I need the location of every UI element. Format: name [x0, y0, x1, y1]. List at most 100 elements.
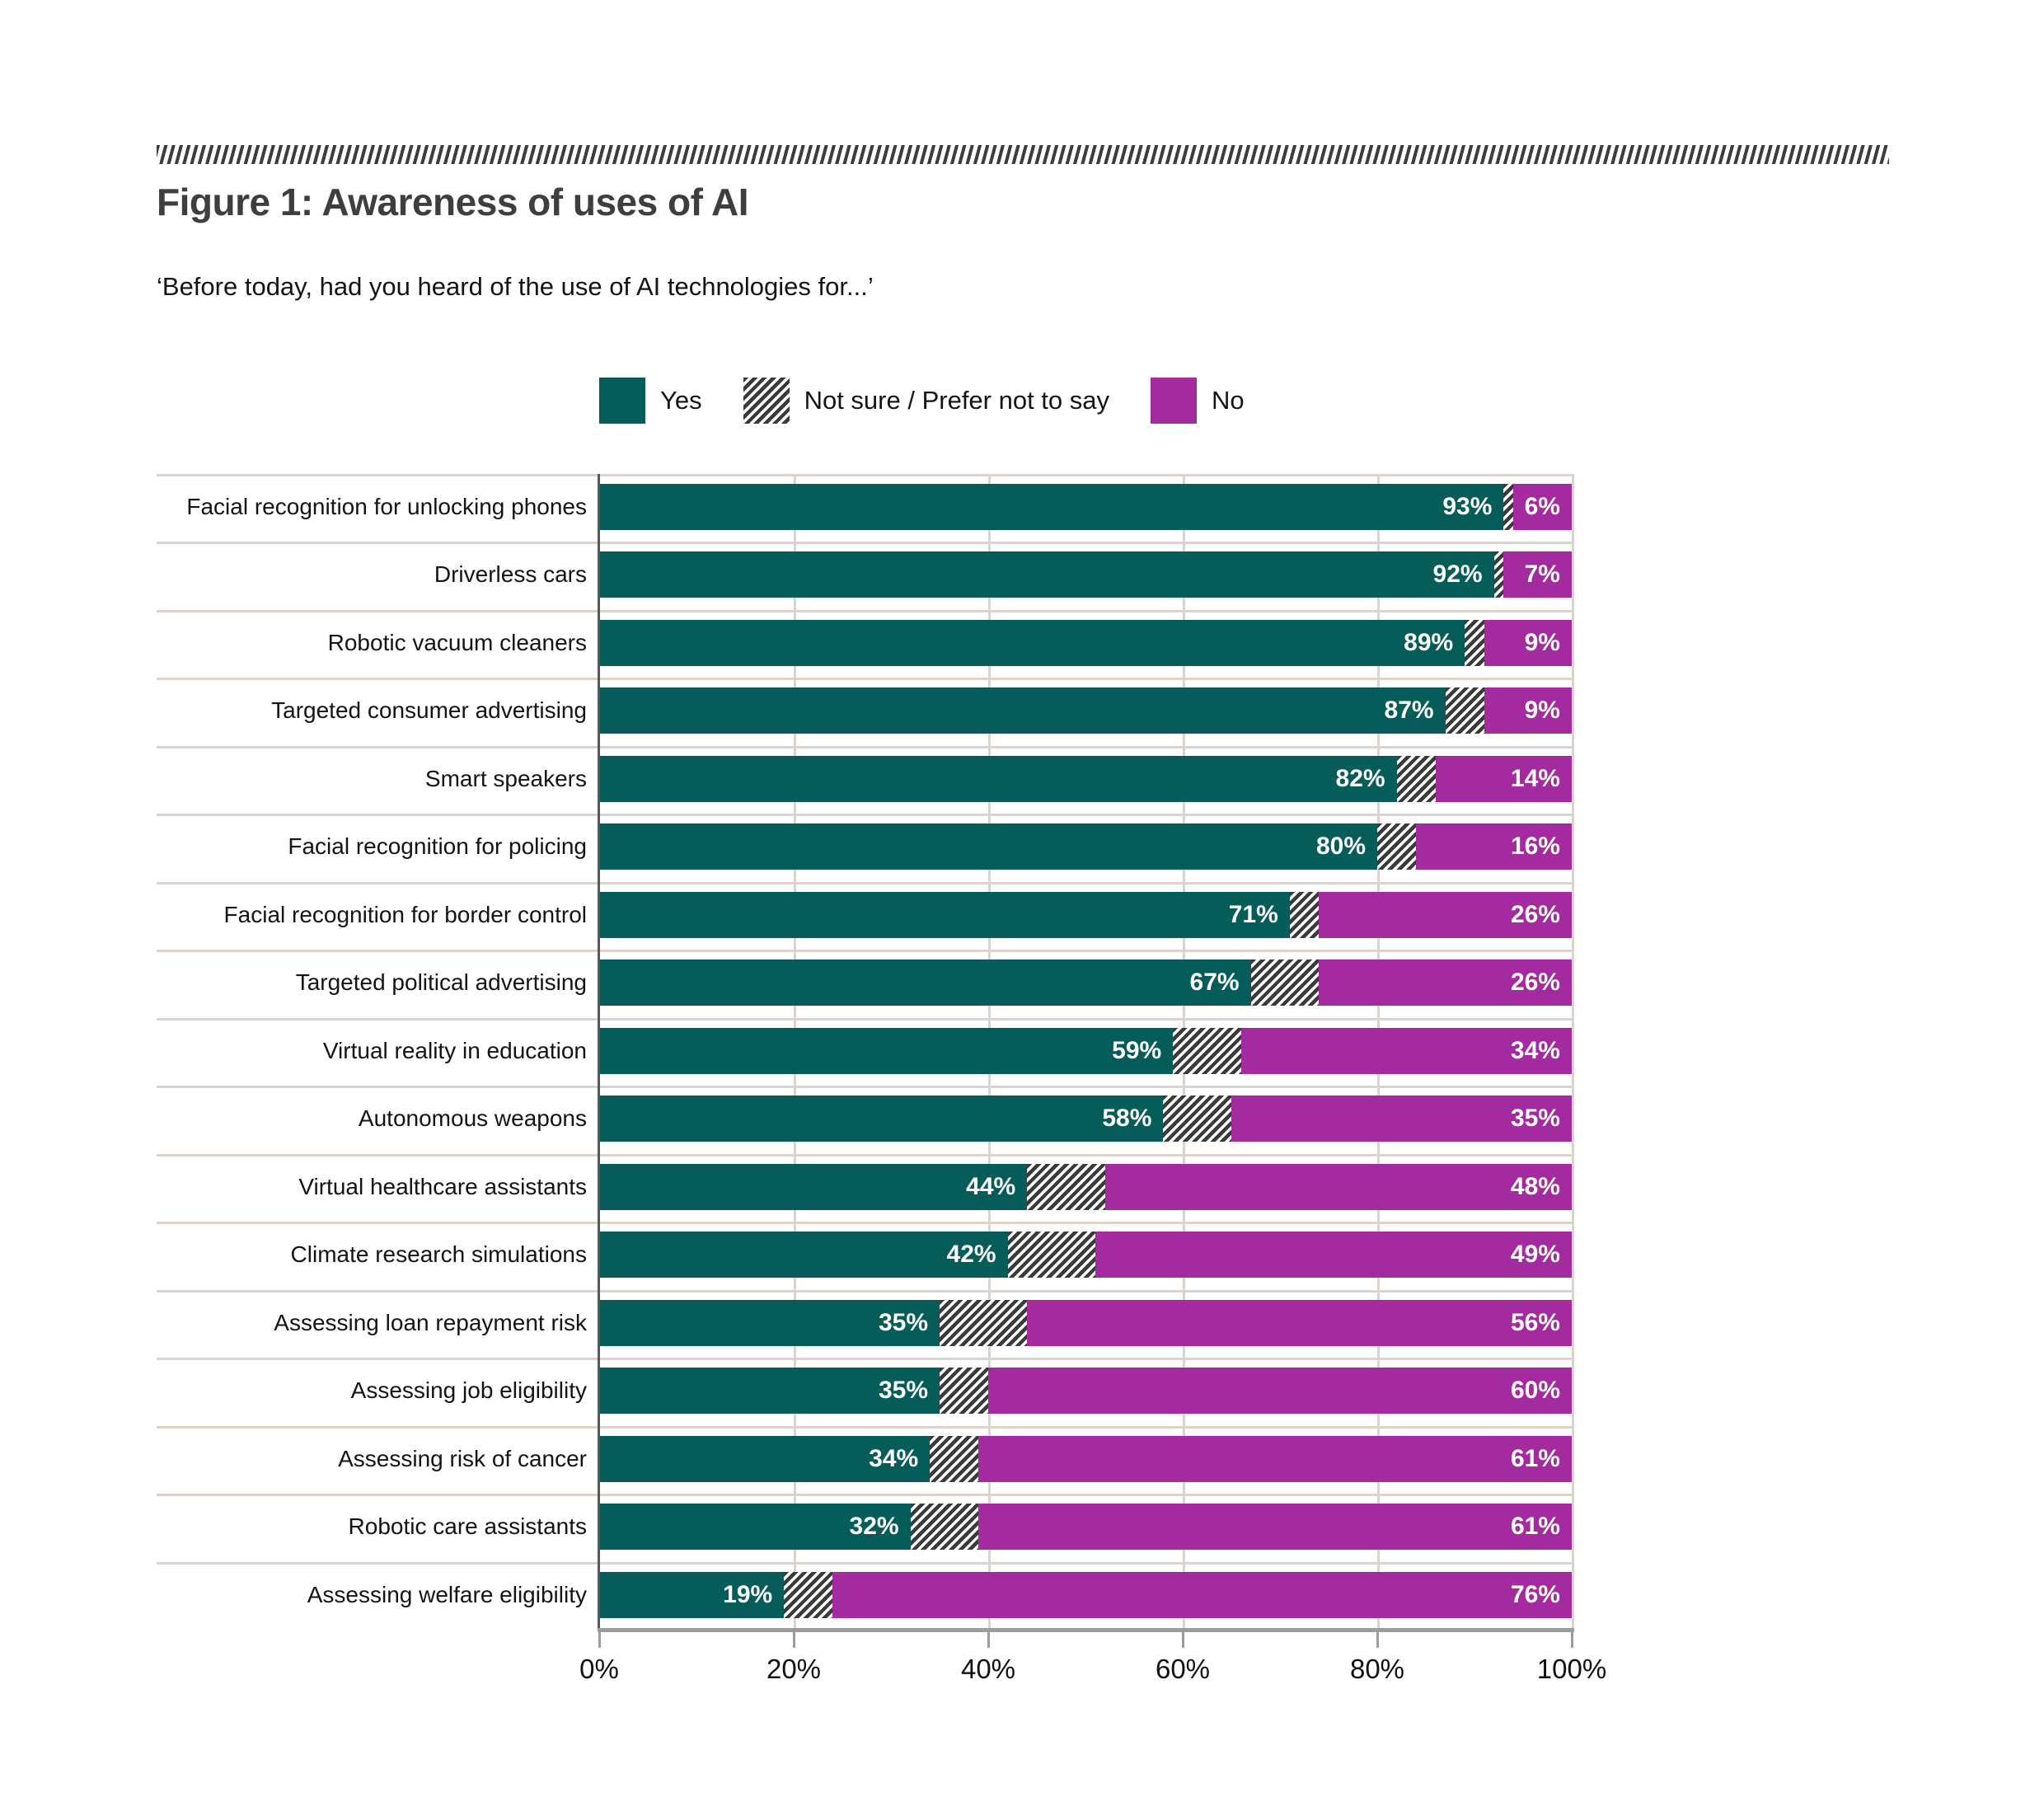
row-label: Robotic care assistants: [348, 1513, 587, 1539]
yes-bar-segment: 67%: [599, 959, 1251, 1006]
yes-value-label: 80%: [1315, 833, 1366, 860]
no-bar-segment: 9%: [1484, 687, 1572, 734]
notsure-bar-segment: [784, 1572, 833, 1618]
yes-value-label: 58%: [1102, 1105, 1152, 1132]
yes-value-label: 32%: [849, 1513, 899, 1540]
legend: Yes Not sure / Prefer not to say No: [599, 378, 1245, 424]
bar-track: 42% 49%: [599, 1232, 1572, 1278]
x-axis-tick-label: 80%: [1349, 1654, 1405, 1684]
no-value-label: 56%: [1510, 1309, 1560, 1336]
no-bar-segment: 26%: [1319, 959, 1572, 1006]
bar-track: 93% 6%: [599, 484, 1572, 530]
chart-row: Driverless cars 92% 7%: [157, 542, 1573, 610]
no-bar-segment: 9%: [1484, 620, 1572, 666]
figure-question: ‘Before today, had you heard of the use …: [157, 272, 874, 301]
chart-row: Assessing job eligibility 35% 60%: [157, 1358, 1573, 1426]
yes-value-label: 82%: [1335, 765, 1385, 792]
chart-row: Robotic vacuum cleaners 89% 9%: [157, 610, 1573, 678]
chart-row: Virtual healthcare assistants 44% 48%: [157, 1154, 1573, 1222]
yes-bar-segment: 58%: [599, 1096, 1164, 1142]
no-value-label: 48%: [1510, 1173, 1560, 1200]
x-axis-tick: [793, 1628, 795, 1648]
no-value-label: 61%: [1510, 1513, 1560, 1540]
x-axis-tick-label: 40%: [960, 1654, 1016, 1684]
no-bar-segment: 7%: [1503, 551, 1572, 598]
no-value-label: 60%: [1510, 1377, 1560, 1404]
no-bar-segment: 16%: [1416, 823, 1572, 870]
legend-label-notsure: Not sure / Prefer not to say: [804, 386, 1110, 415]
yes-swatch: [599, 378, 645, 424]
notsure-bar-segment: [1377, 823, 1417, 870]
yes-value-label: 67%: [1189, 969, 1240, 996]
no-swatch: [1151, 378, 1198, 424]
bar-track: 67% 26%: [599, 959, 1572, 1006]
row-label: Robotic vacuum cleaners: [327, 630, 587, 655]
yes-bar-segment: 93%: [599, 484, 1504, 530]
no-bar-segment: 34%: [1240, 1028, 1572, 1074]
chart-row: Facial recognition for policing 80% 16%: [157, 814, 1573, 882]
no-value-label: 76%: [1510, 1581, 1560, 1608]
yes-value-label: 93%: [1442, 493, 1493, 520]
row-label: Smart speakers: [424, 766, 587, 791]
no-bar-segment: 14%: [1435, 756, 1572, 802]
yes-bar-segment: 92%: [599, 551, 1494, 598]
yes-value-label: 71%: [1228, 901, 1278, 928]
row-label: Assessing job eligibility: [350, 1377, 587, 1403]
chart-row: Facial recognition for border control 71%…: [157, 882, 1573, 950]
yes-bar-segment: 34%: [599, 1436, 931, 1482]
legend-item-notsure: Not sure / Prefer not to say: [743, 378, 1109, 424]
no-bar-segment: 6%: [1513, 484, 1572, 530]
yes-value-label: 87%: [1384, 697, 1434, 724]
notsure-bar-segment: [1027, 1164, 1105, 1210]
yes-value-label: 59%: [1112, 1037, 1162, 1064]
bar-track: 35% 60%: [599, 1368, 1572, 1414]
notsure-bar-segment: [1503, 484, 1514, 530]
zero-axis-line: [598, 474, 600, 1630]
row-label: Virtual healthcare assistants: [298, 1174, 587, 1199]
yes-value-label: 42%: [946, 1241, 996, 1268]
notsure-bar-segment: [1493, 551, 1504, 598]
no-bar-segment: 49%: [1095, 1232, 1572, 1278]
yes-value-label: 35%: [878, 1309, 928, 1336]
row-label: Climate research simulations: [290, 1241, 587, 1267]
x-axis-line: [598, 1628, 1574, 1632]
yes-bar-segment: 19%: [599, 1572, 785, 1618]
no-bar-segment: 61%: [978, 1436, 1572, 1482]
gridline-100pct: [1572, 474, 1574, 1630]
row-label: Facial recognition for unlocking phones: [186, 494, 587, 519]
notsure-bar-segment: [1007, 1232, 1095, 1278]
row-label: Autonomous weapons: [358, 1105, 587, 1131]
bar-track: 71% 26%: [599, 892, 1572, 938]
no-bar-segment: 48%: [1104, 1164, 1572, 1210]
bar-track: 19% 76%: [599, 1572, 1572, 1618]
legend-item-yes: Yes: [599, 378, 702, 424]
row-label: Facial recognition for policing: [288, 833, 587, 859]
yes-bar-segment: 71%: [599, 892, 1290, 938]
yes-value-label: 92%: [1432, 561, 1483, 588]
yes-bar-segment: 80%: [599, 823, 1377, 870]
chart-row: Climate research simulations 42% 49%: [157, 1222, 1573, 1290]
no-value-label: 49%: [1510, 1241, 1560, 1268]
bar-track: 92% 7%: [599, 551, 1572, 598]
bar-track: 82% 14%: [599, 756, 1572, 802]
no-bar-segment: 56%: [1027, 1300, 1572, 1346]
row-label: Targeted consumer advertising: [271, 697, 587, 723]
yes-bar-segment: 59%: [599, 1028, 1174, 1074]
notsure-bar-segment: [1445, 687, 1484, 734]
no-value-label: 61%: [1510, 1445, 1560, 1472]
no-value-label: 16%: [1510, 833, 1560, 860]
chart-row: Assessing welfare eligibility 19% 76%: [157, 1562, 1573, 1630]
yes-bar-segment: 35%: [599, 1368, 940, 1414]
row-label: Virtual reality in education: [322, 1038, 587, 1063]
no-bar-segment: 60%: [988, 1368, 1572, 1414]
legend-item-no: No: [1151, 378, 1245, 424]
no-value-label: 34%: [1510, 1037, 1560, 1064]
yes-value-label: 89%: [1404, 629, 1454, 656]
chart-row: Autonomous weapons 58% 35%: [157, 1086, 1573, 1154]
row-label: Targeted political advertising: [295, 969, 587, 995]
yes-bar-segment: 42%: [599, 1232, 1008, 1278]
figure-title: Figure 1: Awareness of uses of AI: [157, 181, 749, 223]
yes-bar-segment: 35%: [599, 1300, 940, 1346]
notsure-bar-segment: [910, 1504, 979, 1550]
chart-row: Smart speakers 82% 14%: [157, 746, 1573, 814]
